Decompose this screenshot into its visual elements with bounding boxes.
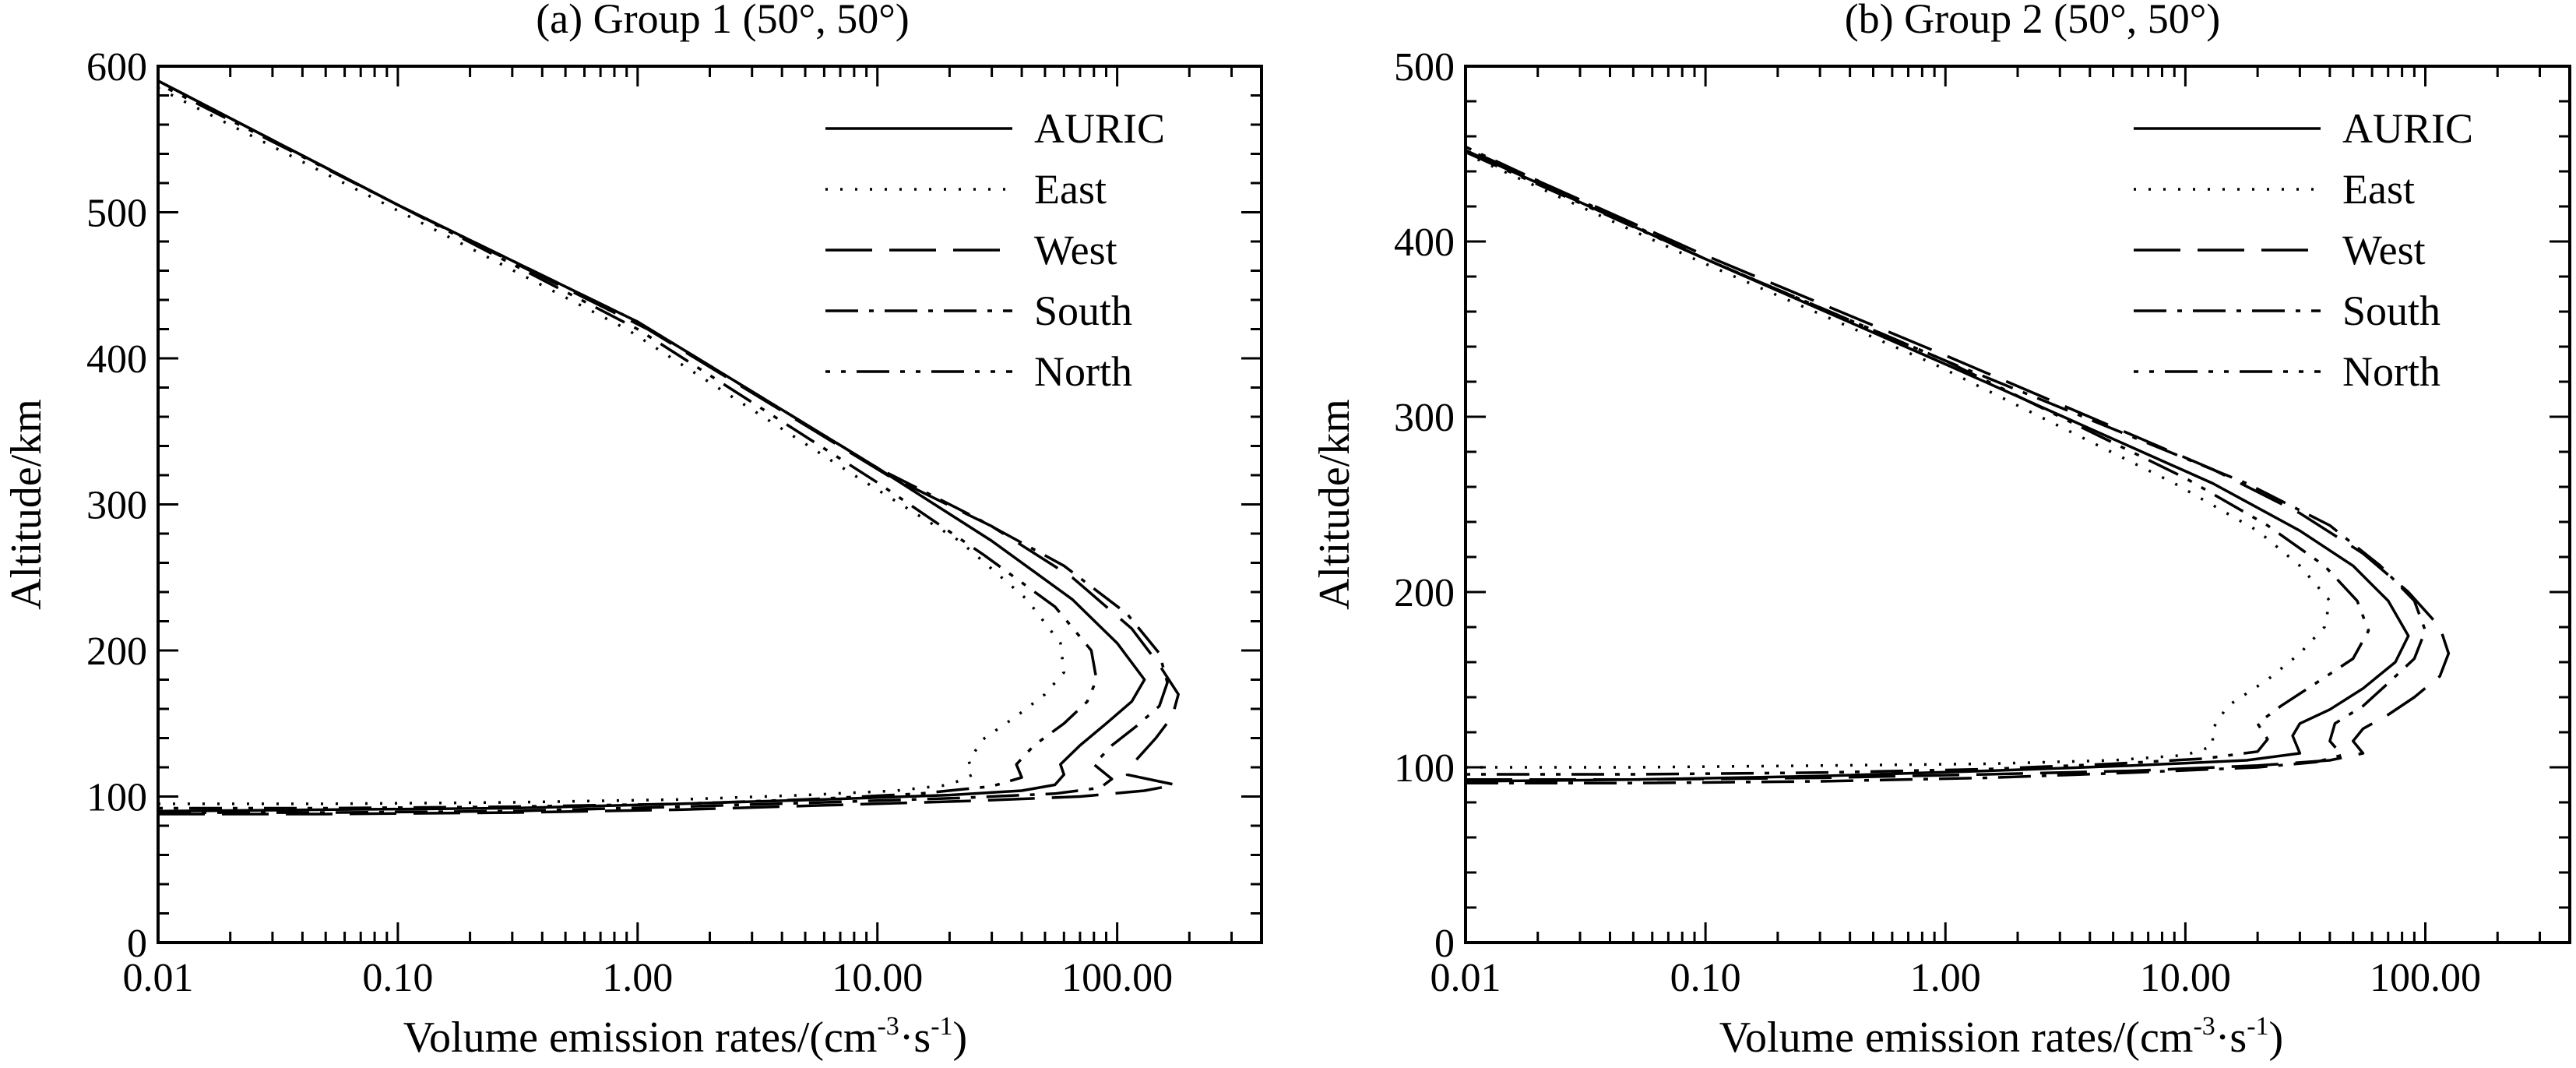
y-tick-label: 500 — [86, 192, 147, 236]
x-tick-label: 10.00 — [2140, 956, 2231, 1000]
y-tick-label: 400 — [86, 337, 147, 382]
x-axis-label-unit: ·s — [2215, 1013, 2247, 1062]
panel-b: (b) Group 2 (50°, 50°) 0.01 0.10 1.00 10.00 1… — [1311, 0, 2571, 1062]
y-tick-label: 0 — [1434, 922, 1455, 966]
y-tick-label: 200 — [86, 629, 147, 674]
legend-label-north: North — [1034, 348, 1132, 395]
series-north — [158, 82, 1098, 810]
x-axis-label-exp: -3 — [2193, 1012, 2215, 1041]
x-axis-label-main: Volume emission rates/(cm — [1719, 1013, 2194, 1062]
x-axis-label: Volume emission rates/(cm-3·s-1) — [1719, 1012, 2283, 1062]
x-axis-label-exp: -1 — [931, 1012, 952, 1041]
y-tick-label: 600 — [86, 45, 147, 90]
legend-label-east: East — [1034, 166, 1107, 213]
y-tick-label: 100 — [1394, 746, 1455, 791]
x-tick-label: 100.00 — [2370, 956, 2481, 1000]
legend: AURIC East West South North — [2134, 105, 2473, 395]
x-tick-label: 0.10 — [362, 956, 433, 1000]
x-tick-label: 1.00 — [602, 956, 673, 1000]
y-tick-label: 200 — [1394, 571, 1455, 615]
x-axis-label-main: Volume emission rates/(cm — [403, 1013, 878, 1062]
y-tick-label: 500 — [1394, 45, 1455, 90]
series-auric — [1466, 149, 2410, 783]
x-axis-label-close: ) — [953, 1013, 968, 1062]
y-tick-label: 100 — [86, 776, 147, 820]
series-west — [158, 79, 1180, 816]
plot-frame — [1464, 65, 2571, 944]
legend-label-south: South — [2342, 287, 2441, 334]
series-group — [1466, 145, 2451, 785]
series-west — [1466, 147, 2451, 781]
plot-frame — [157, 65, 1263, 944]
y-tick-label: 300 — [86, 484, 147, 528]
x-tick-label: 0.10 — [1670, 956, 1741, 1000]
x-axis-label-exp: -1 — [2247, 1012, 2268, 1041]
panel-a: (a) Group 1 (50°, 50°) 0.01 0.10 1.00 10.00 1… — [2, 0, 1263, 1062]
legend-label-east: East — [2342, 166, 2415, 213]
y-tick-label: 300 — [1394, 396, 1455, 440]
x-axis-label-exp: -3 — [877, 1012, 899, 1041]
y-tick-label: 400 — [1394, 220, 1455, 265]
y-tick-label: 0 — [127, 922, 147, 966]
chart-title: (b) Group 2 (50°, 50°) — [1845, 0, 2221, 42]
x-ticks — [1464, 66, 2571, 943]
series-east — [1466, 152, 2331, 769]
x-axis-label-unit: ·s — [899, 1013, 931, 1062]
legend-label-auric: AURIC — [2342, 105, 2473, 152]
x-ticks — [157, 66, 1263, 943]
series-south — [158, 79, 1169, 814]
legend-label-auric: AURIC — [1034, 105, 1165, 152]
series-auric — [158, 79, 1146, 813]
legend-label-west: West — [1034, 227, 1117, 273]
x-axis-label-close: ) — [2269, 1013, 2284, 1062]
legend-label-west: West — [2342, 227, 2426, 273]
y-axis-label: Altitude/km — [1311, 399, 1359, 610]
x-tick-label: 100.00 — [1061, 956, 1173, 1000]
chart-title: (a) Group 1 (50°, 50°) — [536, 0, 910, 42]
legend: AURIC East West South North — [825, 105, 1165, 395]
series-south — [1466, 145, 2427, 785]
legend-label-north: North — [2342, 348, 2441, 395]
x-tick-label: 0.01 — [123, 956, 194, 1000]
series-north — [1466, 150, 2370, 776]
series-east — [158, 86, 1066, 805]
y-axis-label: Altitude/km — [2, 399, 51, 610]
x-tick-label: 1.00 — [1910, 956, 1981, 1000]
legend-label-south: South — [1034, 287, 1132, 334]
series-group — [158, 79, 1180, 816]
x-tick-label: 10.00 — [832, 956, 923, 1000]
x-axis-label: Volume emission rates/(cm-3·s-1) — [403, 1012, 967, 1062]
x-tick-label: 0.01 — [1431, 956, 1501, 1000]
